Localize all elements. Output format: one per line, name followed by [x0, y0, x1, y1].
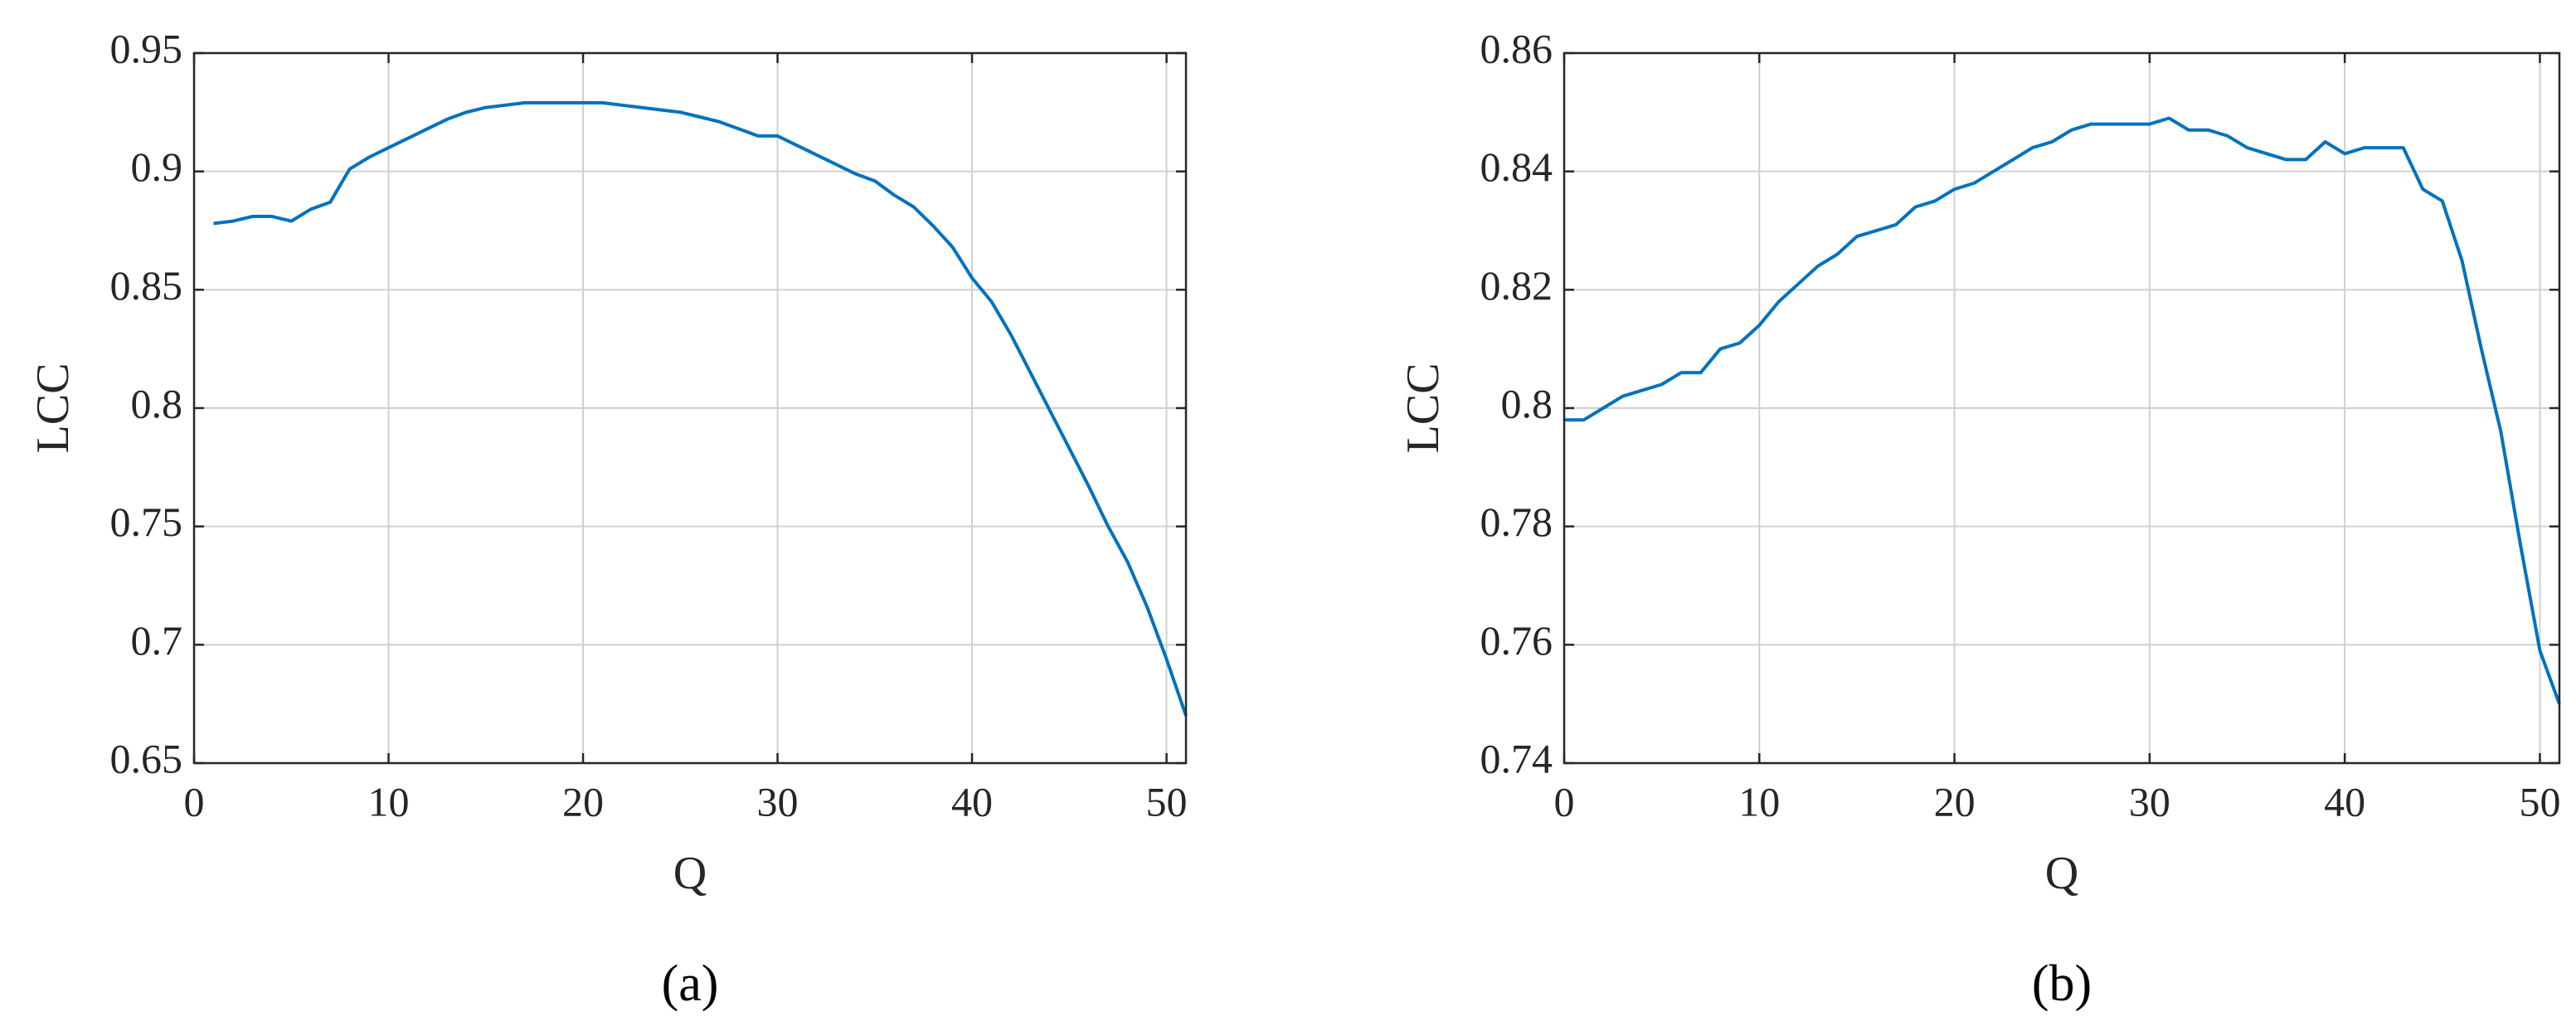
x-tick-label: 0 — [1554, 778, 1575, 824]
y-tick-label: 0.8 — [1501, 380, 1553, 426]
y-tick-label: 0.85 — [110, 262, 183, 309]
y-tick-label: 0.75 — [110, 499, 183, 545]
x-axis-label: Q — [673, 848, 707, 899]
x-tick-label: 40 — [951, 778, 993, 824]
x-tick-label: 20 — [562, 778, 604, 824]
y-tick-label: 0.7 — [131, 617, 183, 664]
x-tick-label: 20 — [1934, 778, 1976, 824]
y-axis-label: LCC — [1397, 363, 1449, 454]
y-tick-label: 0.74 — [1480, 735, 1553, 781]
x-tick-label: 0 — [184, 778, 205, 824]
x-tick-label: 50 — [2519, 778, 2560, 824]
y-tick-label: 0.65 — [110, 735, 183, 781]
x-tick-label: 30 — [757, 778, 799, 824]
y-tick-label: 0.84 — [1480, 143, 1553, 190]
y-tick-label: 0.78 — [1480, 499, 1553, 545]
caption: (b) — [2032, 956, 2092, 1012]
data-line — [1564, 116, 2561, 705]
y-tick-label: 0.8 — [131, 380, 183, 426]
y-tick-label: 0.82 — [1480, 262, 1553, 309]
plot-frame — [192, 51, 1188, 765]
x-tick-label: 10 — [368, 778, 410, 824]
x-tick-label: 40 — [2324, 778, 2365, 824]
plot-frame — [1563, 51, 2561, 765]
y-tick-label: 0.86 — [1480, 25, 1553, 71]
x-tick-label: 30 — [2129, 778, 2170, 824]
y-tick-label: 0.9 — [131, 143, 183, 190]
x-tick-label: 50 — [1146, 778, 1188, 824]
caption: (a) — [662, 956, 719, 1012]
y-tick-label: 0.95 — [110, 25, 183, 71]
x-tick-label: 10 — [1738, 778, 1780, 824]
x-axis-label: Q — [2045, 848, 2078, 899]
y-tick-label: 0.76 — [1480, 617, 1553, 664]
y-axis-label: LCC — [27, 363, 79, 454]
data-line — [213, 100, 1188, 717]
